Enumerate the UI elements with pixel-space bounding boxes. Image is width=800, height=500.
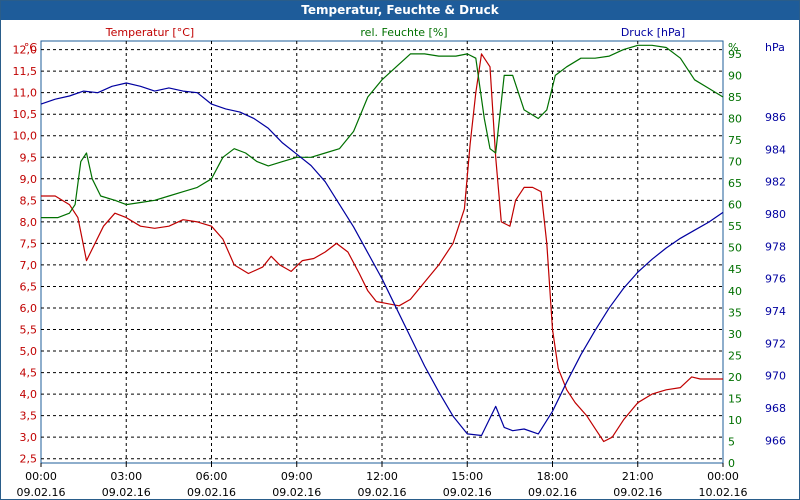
y-tick-humidity: 45 (728, 263, 742, 276)
y-tick-humidity: 50 (728, 242, 742, 255)
x-tick-time: 00:00 (707, 470, 739, 483)
x-tick-date: 09.02.16 (272, 486, 321, 499)
series-pressure-line (40, 82, 724, 437)
y-tick-humidity: 75 (728, 134, 742, 147)
temperature-unit-label: °C (24, 41, 38, 54)
x-tick-date: 09.02.16 (187, 486, 236, 499)
y-tick-humidity: 25 (728, 349, 742, 362)
x-tick-date: 09.02.16 (102, 486, 151, 499)
chart-canvas: 00:00 09.02.16 03:00 09.02.16 06:00 09.02.16 0… (13, 26, 787, 499)
y-tick-humidity: 5 (728, 435, 735, 448)
window-title: Temperatur, Feuchte & Druck (1, 1, 799, 20)
x-tick-time: 18:00 (537, 470, 569, 483)
y-tick-humidity: 80 (728, 113, 742, 126)
y-tick-humidity: 15 (728, 392, 742, 405)
y-tick-temperature: 8,0 (20, 216, 38, 229)
x-tick-time: 12:00 (366, 470, 398, 483)
humidity-axis-title: rel. Feuchte [%] (360, 26, 447, 39)
y-tick-temperature: 4,5 (20, 367, 38, 380)
y-tick-temperature: 3,0 (20, 431, 38, 444)
y-tick-temperature: 8,5 (20, 194, 38, 207)
y-tick-pressure: 986 (765, 111, 786, 124)
y-tick-humidity: 0 (728, 457, 735, 470)
y-tick-humidity: 60 (728, 199, 742, 212)
y-tick-temperature: 10,5 (13, 108, 38, 121)
y-tick-temperature: 10,0 (13, 130, 38, 143)
y-tick-pressure: 974 (765, 305, 786, 318)
y-tick-temperature: 3,5 (20, 410, 38, 423)
pressure-unit-label: hPa (765, 41, 785, 54)
y-tick-pressure: 982 (765, 176, 786, 189)
y-tick-pressure: 984 (765, 143, 786, 156)
y-tick-humidity: 85 (728, 91, 742, 104)
y-tick-temperature: 5,0 (20, 345, 38, 358)
y-tick-humidity: 40 (728, 285, 742, 298)
y-tick-temperature: 9,0 (20, 173, 38, 186)
series-humidity-line (41, 44, 724, 219)
x-tick-time: 06:00 (196, 470, 228, 483)
y-tick-humidity: 95 (728, 48, 742, 61)
x-tick-date: 09.02.16 (443, 486, 492, 499)
x-tick-time: 21:00 (622, 470, 654, 483)
y-tick-humidity: 70 (728, 156, 742, 169)
x-tick-time: 00:00 (25, 470, 57, 483)
x-tick-date: 09.02.16 (528, 486, 577, 499)
temperature-axis-title: Temperatur [°C] (105, 26, 194, 39)
x-tick-date: 09.02.16 (613, 486, 662, 499)
y-tick-humidity: 20 (728, 371, 742, 384)
y-tick-humidity: 55 (728, 220, 742, 233)
y-tick-temperature: 11,5 (13, 65, 38, 78)
y-tick-humidity: 35 (728, 306, 742, 319)
x-tick-time: 15:00 (451, 470, 483, 483)
pressure-axis-title: Druck [hPa] (621, 26, 685, 39)
y-tick-temperature: 6,0 (20, 302, 38, 315)
series-temperature-line (41, 53, 723, 443)
y-tick-temperature: 7,0 (20, 259, 38, 272)
x-tick-time: 09:00 (281, 470, 313, 483)
y-tick-temperature: 11,0 (13, 87, 38, 100)
y-tick-pressure: 976 (765, 273, 786, 286)
y-tick-pressure: 980 (765, 208, 786, 221)
y-tick-temperature: 2,5 (20, 453, 38, 466)
y-tick-pressure: 972 (765, 337, 786, 350)
y-tick-humidity: 30 (728, 328, 742, 341)
y-tick-humidity: 90 (728, 69, 742, 82)
y-tick-temperature: 6,5 (20, 280, 38, 293)
y-tick-temperature: 9,5 (20, 151, 38, 164)
y-tick-humidity: 65 (728, 177, 742, 190)
y-tick-pressure: 978 (765, 240, 786, 253)
x-tick-date: 10.02.16 (699, 486, 748, 499)
y-tick-temperature: 12,0 (13, 44, 38, 57)
y-tick-pressure: 966 (765, 434, 786, 447)
x-tick-date: 09.02.16 (17, 486, 66, 499)
y-tick-temperature: 4,0 (20, 388, 38, 401)
y-tick-temperature: 7,5 (20, 237, 38, 250)
x-tick-date: 09.02.16 (358, 486, 407, 499)
y-tick-temperature: 5,5 (20, 324, 38, 337)
humidity-unit-label: % (728, 41, 738, 54)
x-tick-time: 03:00 (110, 470, 142, 483)
y-tick-pressure: 970 (765, 370, 786, 383)
y-tick-humidity: 10 (728, 414, 742, 427)
y-tick-pressure: 968 (765, 402, 786, 415)
